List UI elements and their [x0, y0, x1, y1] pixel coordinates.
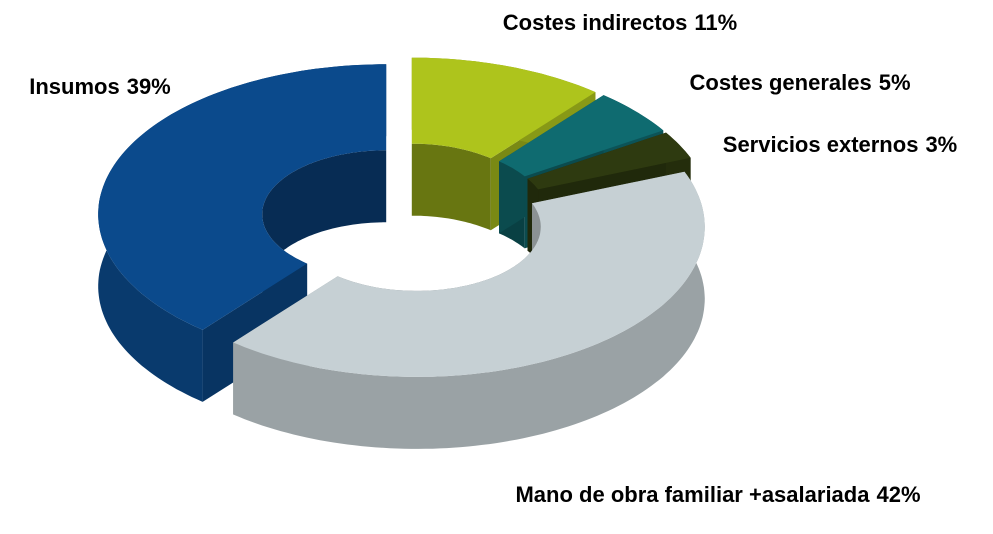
slice-top — [411, 57, 596, 159]
slice — [233, 171, 705, 449]
slice-top — [499, 95, 664, 177]
slice-top — [233, 171, 705, 377]
slice-top — [98, 64, 387, 330]
data-label: Costes indirectos 11% — [503, 10, 737, 35]
data-label: Insumos 39% — [29, 74, 171, 99]
value-label: 11% — [694, 10, 737, 35]
value-label: 42% — [876, 482, 920, 507]
category-label: Servicios externos — [723, 132, 919, 157]
category-label: Insumos — [29, 74, 119, 99]
slice-inner-wall — [411, 143, 491, 231]
data-label: Costes generales 5% — [690, 70, 911, 95]
value-label: 39% — [127, 74, 171, 99]
data-label: Servicios externos 3% — [723, 132, 957, 157]
category-label: Mano de obra familiar +asalariada — [515, 482, 870, 507]
value-label: 3% — [925, 132, 957, 157]
category-label: Costes indirectos — [503, 10, 688, 35]
slice-outer-wall — [233, 171, 705, 449]
value-label: 5% — [879, 70, 911, 95]
slice-top — [527, 132, 691, 190]
category-label: Costes generales — [690, 70, 872, 95]
data-label: Mano de obra familiar +asalariada 42% — [515, 482, 920, 507]
